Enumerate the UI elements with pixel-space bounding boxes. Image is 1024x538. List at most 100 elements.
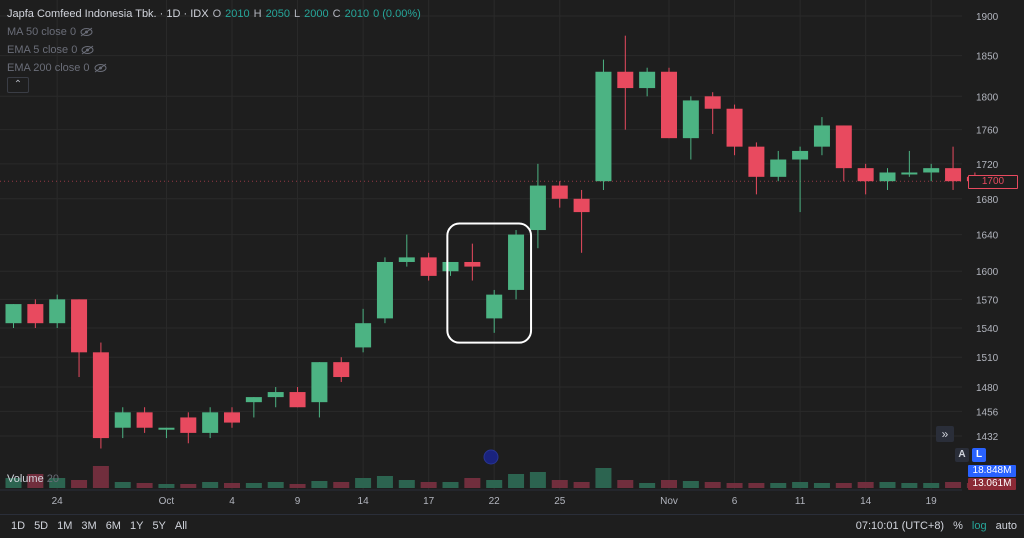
- candle-body: [529, 185, 546, 231]
- change-value: 0 (0.00%): [373, 8, 421, 20]
- indicator-ema5-label: EMA 5 close 0: [7, 44, 78, 56]
- eye-hidden-icon[interactable]: [80, 27, 93, 37]
- volume-bar: [595, 468, 612, 488]
- range-all[interactable]: All: [174, 520, 188, 532]
- eye-hidden-icon[interactable]: [94, 63, 107, 73]
- volume-bar: [486, 480, 503, 488]
- candle-body: [682, 100, 699, 139]
- price-tick-label: 1570: [976, 295, 999, 306]
- price-tick-label: 1680: [976, 195, 999, 206]
- candle-body: [639, 71, 656, 89]
- time-tick-label: 24: [52, 496, 64, 507]
- price-axis[interactable]: 1432 1456 1480 1510 1540 1570 1600 1640 1680 1720…: [976, 12, 999, 443]
- candle-body: [704, 96, 721, 109]
- candle-body: [595, 71, 612, 182]
- scroll-to-realtime-button[interactable]: »: [936, 426, 954, 442]
- percent-toggle[interactable]: %: [953, 520, 963, 532]
- candle-body: [71, 299, 88, 353]
- candle-body: [355, 323, 372, 348]
- candle-body: [398, 257, 415, 262]
- time-tick-label: Oct: [159, 496, 175, 507]
- candle-body: [5, 304, 22, 324]
- clock[interactable]: 07:10:01 (UTC+8): [855, 520, 945, 532]
- high-key: H: [253, 8, 262, 20]
- candle-body: [661, 71, 677, 139]
- time-axis[interactable]: 24 Oct 4 9 14 17 22 25 Nov 6 11 14 19: [52, 496, 938, 507]
- indicator-ema200[interactable]: EMA 200 close 0: [7, 59, 421, 77]
- auto-scale-button[interactable]: A: [955, 448, 969, 462]
- candle-body: [464, 261, 481, 267]
- candle-body: [27, 304, 44, 324]
- indicator-ma50[interactable]: MA 50 close 0: [7, 23, 421, 41]
- range-1y[interactable]: 1Y: [129, 520, 144, 532]
- volume-tag-down: 13.061M: [968, 478, 1016, 490]
- candle-body: [114, 412, 131, 428]
- price-tick-label: 1760: [976, 126, 999, 137]
- auto-toggle[interactable]: auto: [995, 520, 1017, 532]
- volume-bar: [114, 482, 131, 488]
- volume-bar: [5, 478, 22, 488]
- candle-body: [311, 362, 328, 403]
- volume-bar: [508, 474, 525, 488]
- event-marker-icon[interactable]: [483, 449, 499, 465]
- symbol-title[interactable]: Japfa Comfeed Indonesia Tbk. · 1D · IDX: [7, 8, 209, 20]
- candle-body: [224, 412, 240, 423]
- price-tick-label: 1510: [976, 353, 999, 364]
- volume-bar: [420, 482, 437, 488]
- volume-bar: [879, 482, 896, 488]
- price-chart[interactable]: 1432145614801510154015701600164016801720…: [0, 0, 1024, 514]
- indicator-ema200-label: EMA 200 close 0: [7, 62, 90, 74]
- volume-tag-up: 18.848M: [968, 465, 1016, 477]
- volume-bar: [857, 482, 874, 488]
- highlight-box: [446, 222, 533, 344]
- range-6m[interactable]: 6M: [105, 520, 121, 532]
- candle-body: [573, 198, 590, 213]
- log-scale-button[interactable]: L: [972, 448, 986, 462]
- candle-body: [748, 146, 765, 177]
- high-value: 2050: [265, 8, 291, 20]
- candle-body: [376, 261, 393, 319]
- candle-body: [333, 362, 350, 378]
- log-toggle[interactable]: log: [971, 520, 987, 532]
- collapse-legend-button[interactable]: ⌃: [7, 77, 29, 93]
- price-tick-label: 1432: [976, 432, 999, 443]
- eye-hidden-icon[interactable]: [81, 45, 94, 55]
- volume-bar: [551, 480, 568, 488]
- volume-bar: [835, 483, 852, 488]
- volume-bar: [573, 482, 590, 488]
- volume-bar: [289, 484, 306, 488]
- range-5y[interactable]: 5Y: [152, 520, 166, 532]
- range-1d[interactable]: 1D: [11, 520, 26, 532]
- volume-bar: [136, 483, 153, 488]
- range-3m[interactable]: 3M: [81, 520, 97, 532]
- volume-bar: [464, 478, 481, 488]
- candle-body: [945, 168, 962, 182]
- volume-bar: [748, 483, 765, 488]
- candle-body: [92, 352, 109, 439]
- volume-bar: [202, 482, 219, 488]
- volume-bar: [180, 484, 197, 488]
- time-tick-label: 14: [358, 496, 370, 507]
- volume-bar: [661, 480, 677, 488]
- volume-bar: [224, 483, 240, 488]
- candle-body: [770, 159, 787, 177]
- volume-bar: [682, 481, 699, 488]
- volume-label: Volume: [7, 473, 44, 485]
- price-tick-label: 1720: [976, 160, 999, 171]
- candle-body: [792, 150, 809, 160]
- candle-body: [901, 172, 918, 175]
- volume-bar: [792, 482, 809, 488]
- range-5d[interactable]: 5D: [34, 520, 49, 532]
- close-value: 2010: [344, 8, 370, 20]
- volume-bar: [92, 466, 109, 488]
- volume-legend: Volume 20: [7, 473, 59, 485]
- annotation-rect: [446, 222, 533, 344]
- time-tick-label: 6: [732, 496, 738, 507]
- range-selector: 1D 5D 1M 3M 6M 1Y 5Y All: [11, 520, 187, 532]
- open-value: 2010: [225, 8, 250, 20]
- range-1m[interactable]: 1M: [57, 520, 73, 532]
- indicator-ema5[interactable]: EMA 5 close 0: [7, 41, 421, 59]
- candle-body: [835, 125, 852, 169]
- volume-bar: [71, 480, 88, 488]
- price-tick-label: 1456: [976, 407, 999, 418]
